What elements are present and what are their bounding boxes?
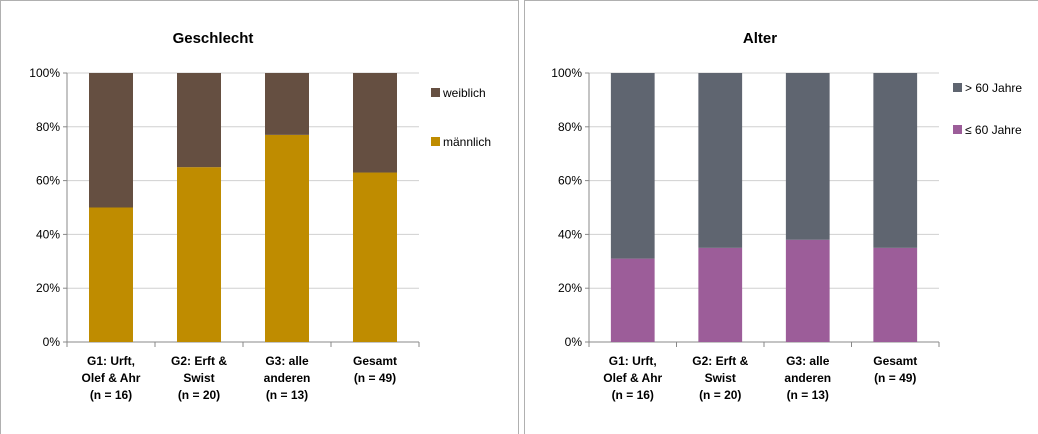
x-category-label: G1: Urft,	[87, 354, 135, 368]
x-category-label: (n = 13)	[266, 388, 308, 402]
bar-geschlecht-1-3	[353, 73, 397, 173]
y-tick-label: 100%	[551, 66, 582, 80]
bar-geschlecht-1-2	[265, 73, 309, 135]
x-category-label: anderen	[264, 371, 311, 385]
x-category-label: G3: alle	[786, 354, 830, 368]
x-category-label: Gesamt	[353, 354, 397, 368]
chart-alter: Alter 0% 20% 40% 60% 80% 100% G1: Urft, Olef & A…	[551, 30, 1022, 402]
y-tick-label: 40%	[36, 227, 60, 241]
bar-geschlecht-0-1	[177, 167, 221, 342]
bar-geschlecht-0-2	[265, 134, 309, 342]
chart-panel-geschlecht: Geschlecht 0% 20% 40% 60% 80% 100% G1: Urft, Ole…	[0, 0, 519, 434]
y-tick-label: 20%	[36, 281, 60, 295]
chart-geschlecht: Geschlecht 0% 20% 40% 60% 80% 100% G1: Urft, Ole…	[29, 30, 491, 402]
bar-alter-0-0	[610, 258, 655, 342]
x-category-label: anderen	[784, 371, 831, 385]
bar-geschlecht-1-0	[89, 73, 133, 208]
bar-alter-1-3	[873, 73, 918, 248]
x-category-label: G2: Erft &	[171, 354, 227, 368]
x-category-label: (n = 20)	[178, 388, 220, 402]
legend-label: männlich	[443, 135, 491, 149]
bar-geschlecht-0-0	[89, 207, 133, 342]
bar-alter-0-3	[873, 247, 918, 342]
x-category-label: G1: Urft,	[609, 354, 657, 368]
x-category-label: (n = 49)	[874, 371, 916, 385]
legend-label: ≤ 60 Jahre	[965, 123, 1022, 137]
x-category-label: Swist	[705, 371, 736, 385]
legend-swatch	[431, 137, 440, 146]
bar-alter-1-1	[698, 73, 743, 248]
y-tick-label: 80%	[36, 120, 60, 134]
x-category-label: G3: alle	[265, 354, 309, 368]
legend-label: weiblich	[442, 86, 486, 100]
legend-swatch	[953, 83, 962, 92]
bar-alter-1-2	[785, 73, 830, 240]
legend-label: > 60 Jahre	[965, 81, 1022, 95]
bar-geschlecht-0-3	[353, 172, 397, 342]
x-category-label: Swist	[183, 371, 214, 385]
x-category-label: (n = 13)	[787, 388, 829, 402]
bar-alter-0-2	[785, 239, 830, 342]
y-tick-label: 0%	[43, 335, 61, 349]
chart-title: Geschlecht	[173, 30, 254, 47]
y-tick-label: 100%	[29, 66, 60, 80]
x-category-label: (n = 49)	[354, 371, 396, 385]
chart-title: Alter	[743, 30, 777, 47]
y-tick-label: 40%	[558, 227, 582, 241]
x-category-label: G2: Erft &	[692, 354, 748, 368]
y-tick-label: 0%	[565, 335, 583, 349]
legend-swatch	[431, 88, 440, 97]
y-tick-label: 20%	[558, 281, 582, 295]
y-tick-label: 60%	[36, 174, 60, 188]
x-category-label: Gesamt	[873, 354, 917, 368]
y-tick-label: 60%	[558, 174, 582, 188]
x-category-label: (n = 20)	[699, 388, 741, 402]
bar-geschlecht-1-1	[177, 73, 221, 168]
y-tick-label: 80%	[558, 120, 582, 134]
legend-swatch	[953, 125, 962, 134]
x-category-label: (n = 16)	[612, 388, 654, 402]
chart-panel-alter: Alter 0% 20% 40% 60% 80% 100% G1: Urft, Olef & A…	[524, 0, 1038, 434]
x-category-label: (n = 16)	[90, 388, 132, 402]
bar-alter-0-1	[698, 247, 743, 342]
bar-alter-1-0	[610, 73, 655, 259]
x-category-label: Olef & Ahr	[603, 371, 662, 385]
x-category-label: Olef & Ahr	[82, 371, 141, 385]
